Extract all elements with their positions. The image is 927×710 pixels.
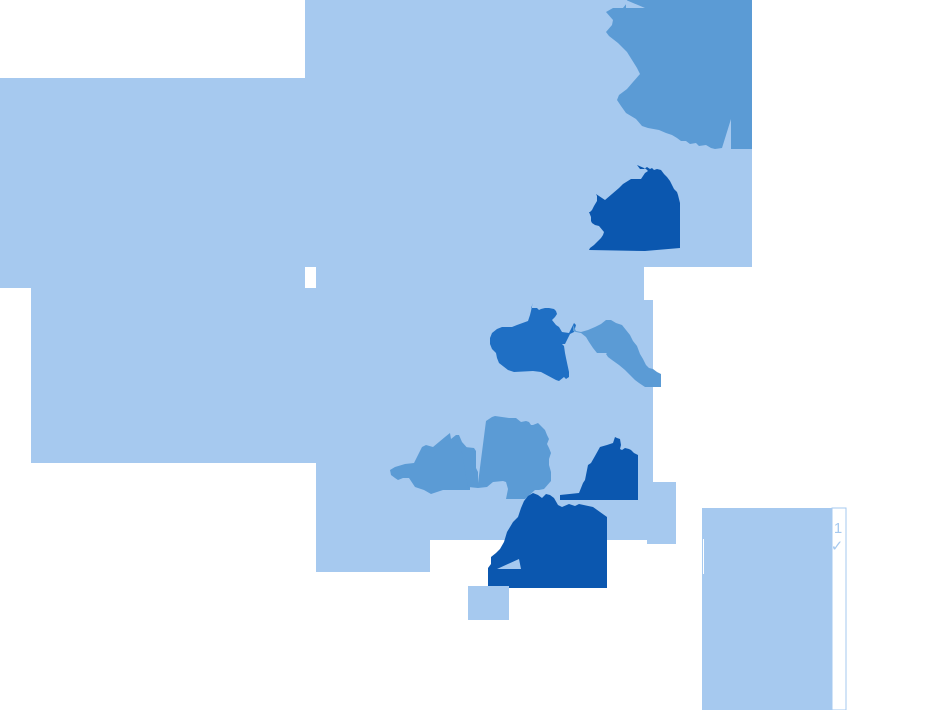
svg-text:1: 1 — [834, 520, 842, 537]
svg-text:✓: ✓ — [831, 538, 844, 555]
